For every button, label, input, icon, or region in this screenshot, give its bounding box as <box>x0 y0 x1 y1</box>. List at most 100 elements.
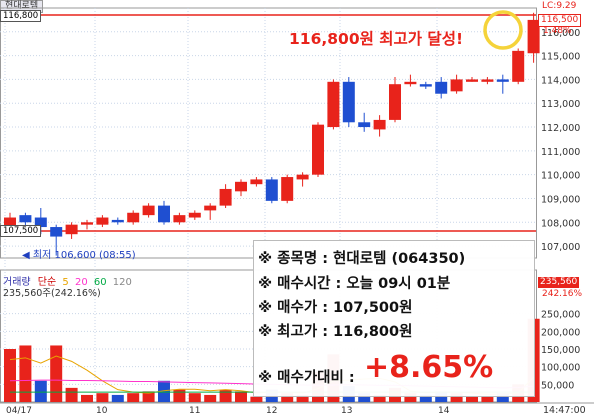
candle-body <box>81 222 93 225</box>
time-label: 14:47:00 <box>543 405 586 416</box>
volume-legend: 거래량 단순 5 20 60 120 <box>3 273 132 288</box>
volume-bar <box>281 393 294 402</box>
candle-body <box>358 122 371 128</box>
volume-bar <box>111 394 124 402</box>
volume-legend-sub: 단순 <box>37 277 57 288</box>
volume-tag-1: 235,560 <box>538 277 580 288</box>
volume-bar <box>219 389 232 402</box>
date-tick-label: 04/17 <box>6 406 32 416</box>
info-high-price: ※ 최고가 : 116,800원 <box>258 324 413 340</box>
candle-body <box>127 212 140 223</box>
lc-label: LC:9.29 <box>542 1 577 11</box>
buy-line-label: 107,500 <box>0 225 42 237</box>
volume-bar <box>404 393 417 402</box>
price-tick-label: 113,000 <box>541 99 580 110</box>
candle-body <box>342 81 355 123</box>
candle-body <box>404 81 417 85</box>
candle-body <box>450 79 463 92</box>
candle-body <box>188 212 201 218</box>
candle-body <box>373 119 386 130</box>
candle-body <box>312 124 324 175</box>
candle-body <box>204 205 217 211</box>
ma120-label: 120 <box>112 277 132 288</box>
candle-body <box>466 79 478 82</box>
volume-bar <box>419 394 432 402</box>
current-price-tag: 116,500 <box>538 14 582 27</box>
highlight-circle <box>483 10 523 50</box>
volume-bar <box>235 391 247 402</box>
candle-body <box>142 205 155 216</box>
candle-body <box>173 215 186 223</box>
ma20-label: 20 <box>74 277 88 288</box>
volume-bar <box>173 389 186 402</box>
volume-bar <box>496 393 509 402</box>
ma60-label: 60 <box>93 277 107 288</box>
candle-body <box>65 224 78 235</box>
candle-body <box>158 205 170 223</box>
volume-bar <box>127 393 140 402</box>
volume-bar <box>466 396 478 402</box>
candle-body <box>111 219 124 223</box>
candle-body <box>96 217 109 225</box>
volume-bar <box>96 393 109 402</box>
ma5-label: 5 <box>62 277 69 288</box>
candle-body <box>435 81 448 94</box>
arrow-left-icon: ◀ <box>22 250 30 261</box>
date-tick-label: 10 <box>96 406 108 416</box>
price-tick-label: 108,000 <box>541 218 580 229</box>
volume-value: 235,560주(242.16%) <box>3 288 101 299</box>
price-tick-label: 115,000 <box>541 52 580 63</box>
volume-bar <box>50 345 63 402</box>
current-pct-tag: 1.48% <box>543 26 572 36</box>
info-buy-time: ※ 매수시간 : 오늘 09시 01분 <box>258 276 451 292</box>
volume-tick-label: 200,000 <box>541 327 580 338</box>
candle-body <box>327 81 340 128</box>
volume-bar <box>142 391 155 402</box>
volume-legend-title: 거래량 <box>3 277 31 288</box>
volume-bar <box>450 393 463 402</box>
volume-bar <box>19 345 32 402</box>
candle-body <box>496 79 509 82</box>
price-tick-label: 107,000 <box>541 242 580 253</box>
high-line-label: 116,800 <box>0 10 42 22</box>
volume-bar <box>204 394 217 402</box>
volume-bar <box>296 394 309 402</box>
candle-body <box>235 181 247 192</box>
date-tick-label: 14 <box>438 406 450 416</box>
candle-body <box>34 217 47 228</box>
info-return-value: +8.65% <box>364 350 494 385</box>
annotation-text: 116,800원 최고가 달성! <box>289 30 464 48</box>
price-tick-label: 109,000 <box>541 194 580 205</box>
candle-body <box>512 50 525 82</box>
candle-body <box>296 174 309 180</box>
candle-body <box>250 179 263 185</box>
volume-bar <box>358 393 371 402</box>
candle-body <box>265 179 278 201</box>
info-buy-price: ※ 매수가 : 107,500원 <box>258 300 413 316</box>
candle-body <box>50 227 63 237</box>
info-stock-name: ※ 종목명 : 현대로템 (064350) <box>258 251 466 267</box>
low-marker-text: 최저 106,600 (08:55) <box>32 250 136 261</box>
volume-bar <box>250 396 263 402</box>
date-tick-label: 11 <box>189 406 200 416</box>
volume-bar <box>81 394 93 402</box>
volume-tick-label: 100,000 <box>541 363 580 374</box>
info-return-label: ※ 매수가대비 : <box>258 370 355 386</box>
volume-bar <box>158 380 170 402</box>
volume-tag-2: 242.16% <box>542 289 583 299</box>
price-tick-label: 111,000 <box>541 147 580 158</box>
volume-bar <box>34 380 47 402</box>
volume-bar <box>65 387 78 402</box>
info-box <box>253 240 535 397</box>
candle-body <box>19 215 32 223</box>
volume-bar <box>373 394 386 402</box>
volume-bar <box>481 396 494 402</box>
price-tick-label: 116,000 <box>541 28 580 39</box>
candle-body <box>389 84 401 120</box>
volume-bar <box>4 349 16 402</box>
low-marker: ◀ 최저 106,600 (08:55) <box>22 246 136 261</box>
volume-bar <box>188 393 201 402</box>
price-tick-label: 114,000 <box>541 75 580 86</box>
candle-body <box>419 84 432 87</box>
